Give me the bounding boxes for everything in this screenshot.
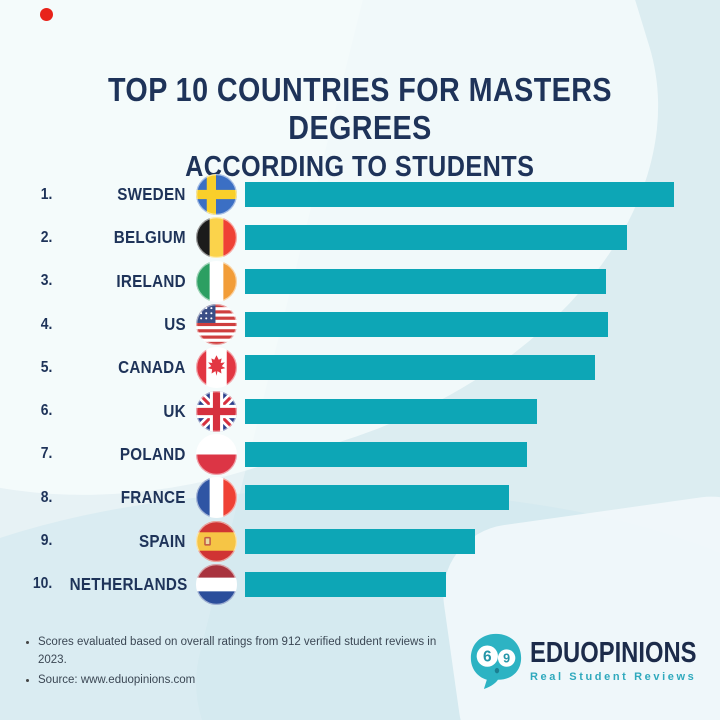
logo-word-opinions: OPINIONS: [580, 637, 697, 669]
flag-uk-icon: [196, 390, 237, 432]
title-line-2: ACCORDING TO STUDENTS: [185, 150, 535, 183]
footnote-source: Source: www.eduopinions.com: [38, 672, 452, 690]
rank-number: 5.: [40, 358, 52, 376]
rank-number: 6.: [40, 402, 52, 420]
svg-text:9: 9: [503, 651, 510, 665]
flag-poland-icon: [196, 433, 237, 475]
ranking-list: 1. SWEDEN 2. BELGIUM 3. IRELAND 4. US 5. CANADA 6.…: [0, 173, 720, 606]
score-bar: [245, 571, 446, 597]
country-label: US: [164, 314, 186, 335]
red-dot-marker: [40, 8, 53, 21]
flag-us-icon: [196, 304, 237, 346]
rank-number: 1.: [40, 185, 52, 203]
score-bar: [245, 441, 527, 467]
flag-ireland-icon: [196, 260, 237, 302]
footnote-scores: Scores evaluated based on overall rating…: [38, 634, 452, 670]
ranking-row: 6. UK: [0, 389, 720, 432]
flag-netherlands-icon: [196, 563, 237, 605]
score-bar: [245, 312, 608, 338]
ranking-row: 2. BELGIUM: [0, 216, 720, 259]
score-bar: [245, 485, 509, 511]
flag-belgium-icon: [196, 217, 237, 259]
title-line-1: TOP 10 COUNTRIES FOR MASTERS DEGREES: [107, 71, 613, 146]
ranking-row: 7. POLAND: [0, 433, 720, 476]
rank-number: 9.: [40, 532, 52, 550]
country-label: UK: [163, 400, 186, 421]
score-bar: [245, 398, 537, 424]
rank-number: 7.: [40, 445, 52, 463]
country-label: CANADA: [118, 357, 186, 378]
rank-number: 8.: [40, 488, 52, 506]
rank-number: 4.: [40, 315, 52, 333]
ranking-row: 10. NETHERLANDS: [0, 563, 720, 606]
score-bar: [245, 355, 595, 381]
country-label: SWEDEN: [117, 184, 186, 205]
score-bar: [245, 268, 606, 294]
ranking-row: 4. US: [0, 303, 720, 346]
page-title: TOP 10 COUNTRIES FOR MASTERS DEGREES ACC…: [0, 71, 720, 184]
ranking-row: 1. SWEDEN: [0, 173, 720, 216]
ranking-row: 5. CANADA: [0, 346, 720, 389]
country-label: POLAND: [120, 443, 186, 464]
flag-spain-icon: [196, 520, 237, 562]
country-label: NETHERLANDS: [69, 573, 188, 594]
logo-tagline: Real Student Reviews: [530, 671, 697, 683]
rank-number: 2.: [40, 228, 52, 246]
flag-france-icon: [196, 477, 237, 519]
score-bar: [245, 225, 627, 251]
logo-word-edu: EDU: [530, 637, 581, 669]
country-label: FRANCE: [120, 487, 186, 508]
score-bar: [245, 528, 475, 554]
flag-canada-icon: [196, 347, 237, 389]
ranking-row: 8. FRANCE: [0, 476, 720, 519]
ranking-row: 3. IRELAND: [0, 260, 720, 303]
svg-text:6: 6: [483, 648, 492, 665]
score-bar: [245, 182, 674, 208]
eduopinions-owl-icon: 6 9: [467, 631, 525, 691]
country-label: SPAIN: [139, 530, 186, 551]
eduopinions-logo: 6 9 EDUOPINIONS Real Student Reviews: [467, 631, 720, 691]
ranking-row: 9. SPAIN: [0, 519, 720, 562]
country-label: BELGIUM: [113, 227, 186, 248]
country-label: IRELAND: [116, 270, 186, 291]
rank-number: 10.: [32, 575, 52, 593]
footnotes: Scores evaluated based on overall rating…: [22, 634, 452, 691]
rank-number: 3.: [40, 272, 52, 290]
flag-sweden-icon: [196, 174, 237, 216]
